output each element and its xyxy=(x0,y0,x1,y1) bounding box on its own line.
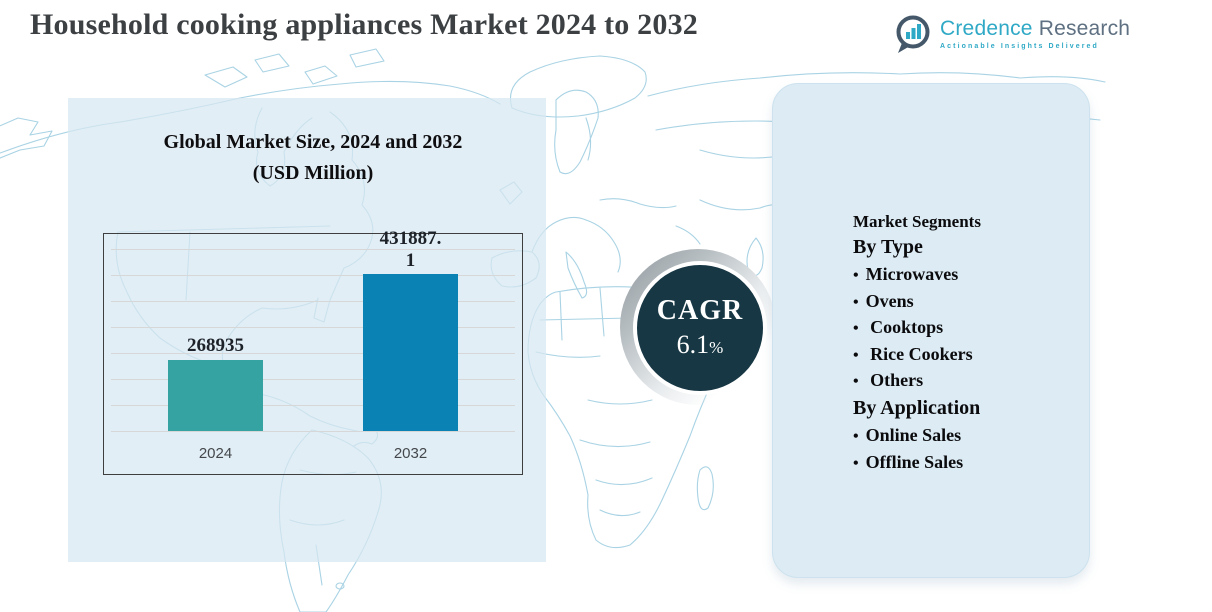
segments-groups: By Type • Microwaves • Ovens • Cooktops • Rice… xyxy=(853,236,981,476)
segment-item: • Others xyxy=(853,368,981,395)
bullet-icon: • xyxy=(853,346,859,364)
segments-panel: Market Segments By Type • Microwaves • Ovens… xyxy=(772,83,1090,578)
bar-value-label: 268935 xyxy=(187,335,244,356)
gridline xyxy=(111,301,515,302)
brand-logo: Credence Research Actionable Insights De… xyxy=(893,13,1130,55)
segment-item: • Rice Cookers xyxy=(853,342,981,369)
page-title: Household cooking appliances Market 2024… xyxy=(30,8,698,41)
logo-tagline: Actionable Insights Delivered xyxy=(940,43,1099,50)
chart-title: Global Market Size, 2024 and 2032 xyxy=(163,131,463,153)
segment-group-title: By Type xyxy=(853,236,923,258)
bullet-icon: • xyxy=(853,293,859,311)
logo-brand-secondary: Research xyxy=(1038,17,1131,40)
bullet-icon: • xyxy=(853,320,859,338)
segment-item: • Cooktops xyxy=(853,315,981,342)
bullet-icon: • xyxy=(853,267,859,284)
segment-item: • Microwaves xyxy=(853,262,981,289)
cagr-label: CAGR xyxy=(656,295,744,326)
segment-item-label: Others xyxy=(865,370,924,391)
segment-list: • Online Sales • Offline Sales xyxy=(853,423,981,476)
segment-list: • Microwaves • Ovens • Cooktops • Rice Cooker… xyxy=(853,262,981,395)
chart-heading: Global Market Size, 2024 and 2032 (USD M… xyxy=(103,127,523,189)
gridline xyxy=(111,275,515,276)
segment-item-label: Microwaves xyxy=(865,264,959,284)
bar-value-label: 431887. 1 xyxy=(379,228,442,271)
cagr-value-number: 6.1 xyxy=(676,329,710,359)
bullet-icon: • xyxy=(853,427,859,445)
segments-heading: Market Segments xyxy=(853,212,981,231)
bullet-icon: • xyxy=(853,373,859,391)
logo-text-block: Credence Research Actionable Insights De… xyxy=(940,13,1130,50)
segment-item-label: Online Sales xyxy=(865,424,962,445)
cagr-percent-sign: % xyxy=(709,337,724,357)
chart-panel-background xyxy=(68,98,546,562)
segment-item-label: Cooktops xyxy=(865,317,944,338)
segments-content: Market Segments By Type • Microwaves • Ovens… xyxy=(853,212,981,476)
bar-2032 xyxy=(363,274,458,431)
segment-item: • Offline Sales xyxy=(853,450,981,477)
logo-brand-name: Credence Research xyxy=(940,18,1130,39)
bullet-icon: • xyxy=(853,454,859,472)
segment-item: • Online Sales xyxy=(853,423,981,450)
segment-item: • Ovens xyxy=(853,289,981,316)
gridline xyxy=(111,249,515,250)
bar-category-label: 2032 xyxy=(393,445,428,462)
bar-2024 xyxy=(168,360,263,431)
cagr-value: 6.1% xyxy=(677,329,724,360)
gridline xyxy=(111,353,515,354)
gridline xyxy=(111,431,515,432)
gridline xyxy=(111,405,515,406)
logo-brand-primary: Credence xyxy=(940,17,1033,40)
bar-chart-frame: 268935 2024 431887. 1 2032 xyxy=(103,229,523,475)
gridline xyxy=(111,379,515,380)
cagr-badge: CAGR 6.1% xyxy=(633,261,767,395)
bar-category-label: 2024 xyxy=(198,445,233,462)
bar-chart-speech-bubble-icon xyxy=(896,15,930,53)
segment-item-label: Rice Cookers xyxy=(865,343,973,364)
gridline xyxy=(111,327,515,328)
segment-item-label: Offline Sales xyxy=(865,451,964,472)
chart-subtitle: (USD Million) xyxy=(252,162,374,184)
segment-item-label: Ovens xyxy=(865,290,914,311)
segment-group-title: By Application xyxy=(853,396,981,419)
plot-area: 268935 2024 431887. 1 2032 xyxy=(104,229,522,474)
